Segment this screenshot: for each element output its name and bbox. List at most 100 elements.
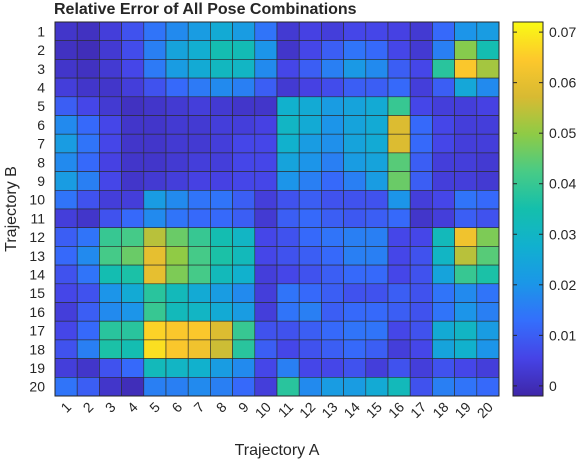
heatmap-cell (121, 96, 145, 116)
y-tick-label: 5 (37, 98, 45, 114)
y-tick-label: 2 (37, 42, 45, 58)
heatmap-cell (210, 302, 233, 322)
heatmap-cell (143, 283, 167, 303)
heatmap-cell (276, 77, 300, 98)
heatmap-cell (165, 302, 189, 322)
heatmap-cell (76, 40, 100, 60)
heatmap-cell (321, 133, 344, 154)
colorbar-tick-label: 0.05 (549, 125, 576, 141)
heatmap-cell (409, 133, 433, 154)
heatmap-cell (187, 190, 211, 210)
heatmap-cell (121, 77, 145, 98)
heatmap-cell (409, 96, 433, 116)
heatmap-cell (121, 320, 145, 341)
heatmap-cell (298, 59, 322, 79)
heatmap-cell (232, 358, 256, 378)
heatmap-cell (476, 264, 500, 285)
heatmap-cell (476, 320, 500, 341)
x-tick-label: 7 (191, 399, 208, 416)
heatmap-cell (76, 302, 100, 322)
heatmap-cell (165, 283, 189, 303)
heatmap-cell (321, 227, 344, 247)
heatmap-cell (99, 227, 122, 247)
heatmap-cell (365, 190, 389, 210)
heatmap-cell (232, 190, 256, 210)
heatmap-cell (254, 133, 278, 154)
x-tick-label: 10 (252, 399, 274, 421)
heatmap-cell (143, 227, 167, 247)
heatmap-cell (409, 246, 433, 266)
heatmap-cell (99, 77, 122, 98)
heatmap-cell (232, 171, 256, 191)
heatmap-cell (254, 264, 278, 285)
heatmap-cell (54, 227, 78, 247)
heatmap-cell (121, 339, 145, 359)
heatmap-cell (409, 302, 433, 322)
heatmap-cell (387, 376, 411, 397)
heatmap-cell (210, 59, 233, 79)
y-tick-label: 19 (29, 360, 45, 376)
heatmap-cell (409, 339, 433, 359)
heatmap-cell (409, 77, 433, 98)
heatmap-cell (165, 96, 189, 116)
heatmap-cell (298, 115, 322, 135)
heatmap-cell (343, 246, 367, 266)
heatmap-cell (454, 21, 478, 42)
heatmap-cell (76, 358, 100, 378)
heatmap-cell (387, 246, 411, 266)
heatmap-cell (187, 115, 211, 135)
y-tick-label: 20 (29, 379, 45, 395)
heatmap-cell (276, 115, 300, 135)
x-tick-label: 1 (57, 399, 74, 416)
heatmap-cell (165, 320, 189, 341)
heatmap-cell (298, 320, 322, 341)
heatmap-cell (210, 320, 233, 341)
heatmap-cell (165, 133, 189, 154)
y-tick-label: 3 (37, 61, 45, 77)
heatmap-cell (99, 358, 122, 378)
heatmap-cell (409, 171, 433, 191)
colorbar-tick-label: 0.06 (549, 75, 576, 91)
heatmap-cell (99, 171, 122, 191)
heatmap-cell (454, 246, 478, 266)
heatmap-cell (321, 339, 344, 359)
heatmap-cell (54, 59, 78, 79)
heatmap-cell (365, 77, 389, 98)
heatmap-cell (187, 320, 211, 341)
heatmap-cell (254, 59, 278, 79)
heatmap-cell (432, 115, 455, 135)
heatmap-cell (276, 133, 300, 154)
heatmap-cell (365, 358, 389, 378)
heatmap-cell (343, 358, 367, 378)
x-tick-label: 13 (318, 399, 340, 421)
heatmap-cell (210, 339, 233, 359)
heatmap-cell (210, 77, 233, 98)
heatmap-cell (454, 264, 478, 285)
heatmap-cell (54, 246, 78, 266)
colorbar (512, 21, 544, 397)
heatmap-cell (343, 339, 367, 359)
heatmap-cell (276, 208, 300, 229)
heatmap-cell (298, 152, 322, 172)
heatmap-cell (432, 246, 455, 266)
x-tick-label: 11 (275, 399, 297, 421)
heatmap-cell (165, 190, 189, 210)
heatmap-cell (165, 59, 189, 79)
heatmap-cell (343, 190, 367, 210)
x-axis-label: Trajectory A (235, 442, 320, 459)
heatmap-cell (387, 171, 411, 191)
heatmap-cell (143, 115, 167, 135)
heatmap-cell (409, 264, 433, 285)
heatmap-cell (276, 376, 300, 397)
heatmap-cell (454, 190, 478, 210)
heatmap-cell (321, 21, 344, 42)
heatmap-cell (187, 208, 211, 229)
heatmap-cell (143, 21, 167, 42)
y-tick-label: 11 (30, 210, 45, 226)
heatmap-cell (387, 40, 411, 60)
x-tick-label: 18 (429, 399, 451, 421)
heatmap-cell (454, 40, 478, 60)
heatmap-cell (76, 339, 100, 359)
heatmap-cell (187, 302, 211, 322)
heatmap-cell (321, 283, 344, 303)
